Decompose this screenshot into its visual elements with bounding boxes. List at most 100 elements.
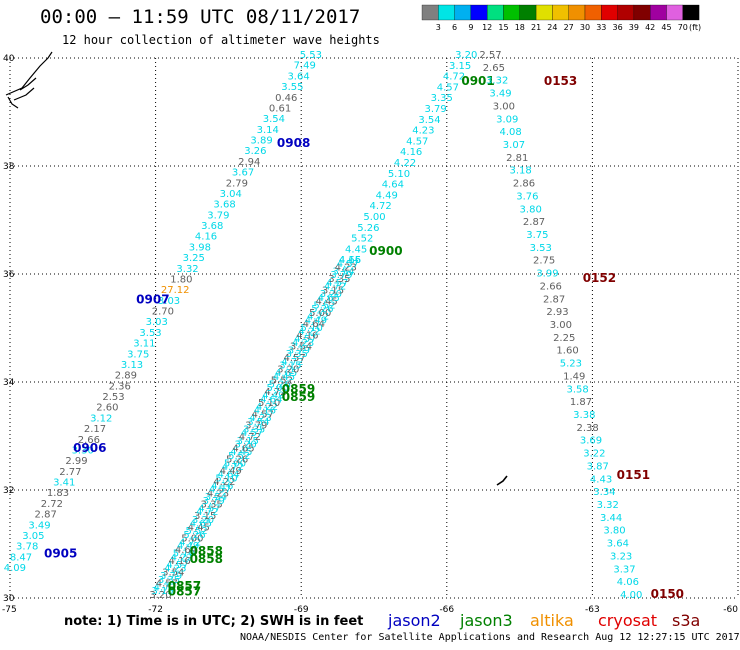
coastline: [5, 51, 508, 486]
colorbar-swatch: [503, 4, 520, 21]
swh-value: 5.26: [226, 455, 248, 466]
swh-value: 3.15: [449, 61, 471, 72]
swh-value: 2.89: [115, 371, 137, 382]
swh-value: 5.00: [181, 534, 203, 545]
swh-value: 2.79: [226, 178, 248, 189]
swh-value: 3.11: [133, 339, 155, 350]
swh-value: 27.12: [161, 285, 190, 296]
swh-value: 3.32: [176, 264, 198, 275]
swh-value: 4.72: [154, 582, 176, 593]
swh-value: 4.16: [211, 481, 233, 492]
swh-value: 5.26: [311, 304, 333, 315]
swh-value: 5.52: [271, 376, 293, 387]
colorbar-label: 24: [547, 23, 557, 32]
swh-value: 3.78: [16, 542, 38, 553]
swh-value: 4.65: [232, 443, 254, 454]
swh-value: 3.35: [328, 274, 350, 285]
swh-value: 5.52: [186, 526, 208, 537]
swh-value: 5.10: [388, 169, 410, 180]
track-jason2: 4.098.473.783.053.492.872.721.833.412.77…: [4, 50, 322, 574]
swh-value: 4.57: [326, 278, 348, 289]
pass-time-label: 0152: [583, 271, 616, 285]
swh-value: 4.49: [177, 541, 199, 552]
swh-value: 4.49: [262, 391, 284, 402]
track-jason3: 3.203.154.724.573.353.793.544.234.574.16…: [149, 50, 494, 601]
colorbar-label: 6: [452, 23, 457, 32]
legend-s3a: s3a: [672, 611, 700, 630]
colorbar-swatch: [568, 4, 586, 21]
swh-value: 4.65: [190, 519, 212, 530]
swh-value: 2.86: [513, 179, 535, 190]
swh-value: 1.80: [170, 274, 192, 285]
legend-cryosat: cryosat: [598, 611, 657, 630]
swh-value: 2.53: [102, 392, 124, 403]
swh-value: 2.77: [59, 467, 81, 478]
swh-value: 3.03: [146, 317, 168, 328]
swh-value: 4.64: [382, 180, 404, 191]
pass-time-label: 0857: [168, 584, 201, 598]
swh-value: 2.72: [41, 499, 63, 510]
lat-tick-label: 40: [3, 54, 15, 64]
swh-value: 4.72: [196, 507, 218, 518]
swh-value: 3.00: [493, 101, 515, 112]
swh-value: 4.09: [4, 563, 26, 574]
lat-tick-label: 36: [3, 270, 15, 280]
lon-tick-label: -69: [294, 605, 309, 615]
colorbar-label: 15: [498, 23, 508, 32]
lat-tick-label: 38: [3, 162, 15, 172]
swh-value: 2.87: [523, 217, 545, 228]
swh-value: 4.64: [175, 545, 197, 556]
swh-value: 3.54: [290, 342, 312, 353]
lat-tick-label: 30: [3, 594, 15, 604]
swh-value: 4.16: [296, 330, 318, 341]
lon-tick-label: -63: [585, 605, 600, 615]
map-title: 00:00 – 11:59 UTC 08/11/2017: [40, 6, 361, 28]
swh-value: 2.87: [35, 510, 57, 521]
lon-tick-label: -66: [439, 605, 454, 615]
swh-value: 3.35: [431, 93, 453, 104]
swh-value: 5.23: [560, 359, 582, 370]
swh-value: 4.64: [260, 394, 282, 405]
pass-time-label: 0151: [617, 468, 650, 482]
swh-value: 2.93: [546, 307, 568, 318]
island-shape: [496, 475, 508, 486]
swh-value: 3.58: [566, 384, 588, 395]
swh-value: 5.52: [228, 451, 250, 462]
legend-jason2: jason2: [387, 611, 441, 630]
colorbar-label: 30: [580, 23, 590, 32]
swh-value: 3.00: [550, 320, 572, 331]
swh-value: 5.00: [224, 458, 246, 469]
pass-time-label: 0859: [282, 382, 315, 396]
pass-time-label: 0908: [277, 136, 310, 150]
swh-value: 4.22: [171, 552, 193, 563]
swh-value: 3.20: [149, 590, 171, 601]
swh-value: 3.04: [220, 189, 242, 200]
colorbar-swatch: [421, 4, 439, 21]
swh-value: 3.34: [593, 487, 615, 498]
swh-value: 4.06: [617, 577, 639, 588]
swh-value: 3.25: [183, 253, 205, 264]
swh-value: 3.41: [53, 478, 75, 489]
swh-value: 3.99: [536, 269, 558, 280]
satellite-legend: jason2 jason3 altika cryosat s3a: [387, 611, 700, 630]
swh-value: 4.72: [264, 387, 286, 398]
colorbar-label: 45: [661, 23, 671, 32]
swh-value: 4.57: [198, 503, 220, 514]
colorbar-label: 33: [596, 23, 606, 32]
swh-value: 3.15: [237, 436, 259, 447]
swh-value: 4.57: [406, 136, 428, 147]
swh-value: 3.14: [257, 125, 279, 136]
colorbar-swatch: [487, 4, 504, 21]
swh-value: 4.45: [273, 372, 295, 383]
colorbar-swatch: [454, 4, 472, 21]
swh-value: 4.16: [195, 232, 217, 243]
swh-value: 3.35: [158, 575, 180, 586]
colorbar-swatch: [650, 4, 667, 21]
pass-time-label: 0859: [282, 390, 315, 404]
swh-value: 5.26: [183, 530, 205, 541]
swh-value: 8.47: [10, 552, 32, 563]
swh-value: 3.15: [194, 511, 216, 522]
swh-value: 5.26: [269, 379, 291, 390]
swh-value: 5.26: [357, 223, 379, 234]
